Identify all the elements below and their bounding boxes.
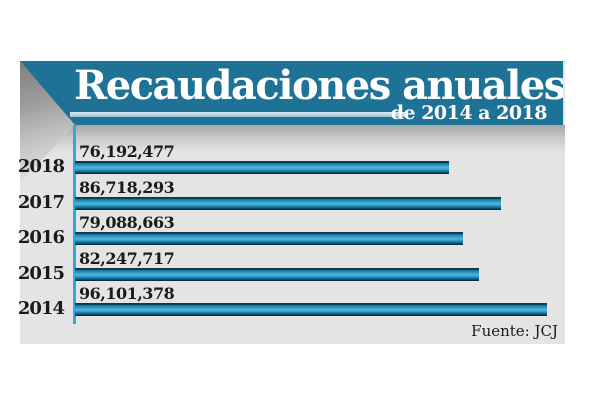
bar-2014 (75, 303, 547, 316)
bar-2015 (75, 268, 479, 281)
bar-2018 (75, 161, 449, 174)
title-underline-rule (70, 112, 408, 117)
value-label-2014: 96,101,378 (79, 284, 175, 303)
value-label-2018: 76,192,477 (79, 142, 175, 161)
source-attribution: Fuente: JCJ (471, 322, 558, 340)
category-label-2016: 2016 (17, 227, 65, 248)
title-banner: Recaudaciones anuales de 2014 a 2018 (20, 61, 563, 125)
bar-2016 (75, 232, 463, 245)
bar-2017 (75, 197, 501, 210)
banner-drop-shadow (20, 125, 565, 153)
value-label-2015: 82,247,717 (79, 249, 175, 268)
value-label-2017: 86,718,293 (79, 178, 175, 197)
category-label-2017: 2017 (17, 192, 65, 213)
chart-title: Recaudaciones anuales (74, 62, 565, 109)
y-axis-line (73, 125, 76, 324)
category-label-2015: 2015 (17, 263, 65, 284)
chart-subtitle: de 2014 a 2018 (390, 102, 548, 124)
value-label-2016: 79,088,663 (79, 213, 175, 232)
category-label-2014: 2014 (17, 298, 65, 319)
category-label-2018: 2018 (17, 156, 65, 177)
